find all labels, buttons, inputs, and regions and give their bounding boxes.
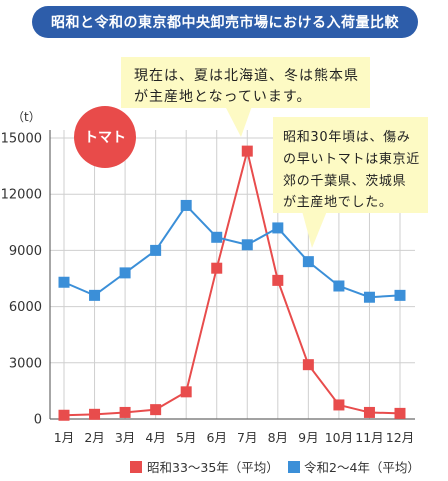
series-1-point-10 bbox=[333, 399, 345, 411]
series-2-point-5 bbox=[180, 199, 192, 211]
series-2-point-6 bbox=[211, 231, 223, 243]
badge-circle bbox=[74, 106, 136, 168]
series-1-point-8 bbox=[272, 274, 284, 286]
title-banner: 昭和と令和の東京都中央卸売市場における入荷量比較 bbox=[32, 6, 418, 38]
legend-label-reiwa: 令和2～4年（平均） bbox=[304, 460, 420, 475]
callout-2-line: 昭和30年頃は、傷み bbox=[283, 130, 411, 145]
callout-2-box bbox=[273, 117, 428, 213]
callout-2: 昭和30年頃は、傷み の早いトマトは東京近 郊の千葉県、茨城県 が主産地でした。 bbox=[273, 117, 428, 248]
badge-label: トマト bbox=[84, 130, 126, 146]
series-2-point-11 bbox=[363, 291, 375, 303]
callout-1-box bbox=[121, 57, 370, 108]
legend-label-showa: 昭和33～35年（平均） bbox=[147, 460, 279, 475]
legend: 昭和33～35年（平均） 令和2～4年（平均） bbox=[130, 460, 420, 475]
x-tick-labels: 1月 2月 3月 4月 5月 6月 7月 8月 9月 10月 11月 12月 bbox=[54, 430, 414, 445]
callout-2-pointer bbox=[302, 211, 327, 248]
callout-1-line: 現在は、夏は北海道、冬は熊本県 bbox=[134, 68, 359, 84]
y-tick-label: 0 bbox=[34, 413, 42, 428]
series-1-point-9 bbox=[302, 359, 314, 371]
series-layer bbox=[58, 145, 406, 421]
x-tick-label: 7月 bbox=[237, 430, 257, 445]
x-tick-label: 6月 bbox=[207, 430, 227, 445]
y-tick-label: 9000 bbox=[9, 244, 42, 259]
x-tick-label: 10月 bbox=[325, 430, 353, 445]
chart-title: 昭和と令和の東京都中央卸売市場における入荷量比較 bbox=[51, 14, 399, 31]
series-1-point-1 bbox=[58, 409, 70, 421]
series-2-point-3 bbox=[119, 267, 131, 279]
callout-1-line: が主産地となっています。 bbox=[134, 89, 311, 105]
series-1-point-12 bbox=[394, 407, 406, 419]
series-1-point-3 bbox=[119, 406, 131, 418]
callout-2-line: 郊の千葉県、茨城県 bbox=[283, 173, 406, 189]
legend-swatch-reiwa bbox=[288, 461, 300, 473]
series-1-point-11 bbox=[363, 406, 375, 418]
series-1-point-5 bbox=[180, 386, 192, 398]
series-2-point-9 bbox=[302, 256, 314, 268]
series-2-point-8 bbox=[272, 222, 284, 234]
series-1-point-7 bbox=[241, 145, 253, 157]
axes bbox=[49, 130, 415, 420]
x-tick-label: 8月 bbox=[268, 430, 288, 445]
series-2-point-4 bbox=[150, 244, 162, 256]
series-2-line bbox=[63, 204, 401, 299]
y-tick-label: 6000 bbox=[9, 300, 42, 315]
series-1-point-2 bbox=[89, 408, 101, 420]
x-tick-label: 3月 bbox=[115, 430, 135, 445]
x-tick-label: 5月 bbox=[176, 430, 196, 445]
callout-1-pointer bbox=[225, 106, 252, 137]
y-tick-label: 12000 bbox=[1, 188, 42, 203]
callout-2-line: が主産地でした。 bbox=[283, 194, 393, 210]
x-tick-label: 1月 bbox=[54, 430, 74, 445]
series-2-point-7 bbox=[241, 239, 253, 251]
callout-1: 現在は、夏は北海道、冬は熊本県 が主産地となっています。 bbox=[121, 57, 370, 137]
series-1-point-4 bbox=[150, 404, 162, 416]
badge: トマト bbox=[74, 106, 136, 168]
title-banner-background bbox=[32, 6, 418, 38]
x-tick-label: 12月 bbox=[386, 430, 414, 445]
series-2-point-12 bbox=[394, 289, 406, 301]
series-2-point-10 bbox=[333, 280, 345, 292]
series-2-point-2 bbox=[89, 289, 101, 301]
x-tick-label: 11月 bbox=[355, 430, 383, 445]
y-axis-unit: （t） bbox=[12, 110, 41, 124]
series-2-point-1 bbox=[58, 276, 70, 288]
x-tick-label: 9月 bbox=[298, 430, 318, 445]
x-tick-label: 4月 bbox=[145, 430, 165, 445]
y-tick-labels: 0 3000 6000 9000 12000 15000 bbox=[1, 132, 42, 428]
y-tick-label: 15000 bbox=[1, 132, 42, 147]
x-tick-label: 2月 bbox=[84, 430, 104, 445]
callout-2-line: の早いトマトは東京近 bbox=[283, 151, 420, 167]
y-tick-label: 3000 bbox=[9, 356, 42, 371]
series-1-point-6 bbox=[211, 262, 223, 274]
legend-swatch-showa bbox=[130, 461, 142, 473]
